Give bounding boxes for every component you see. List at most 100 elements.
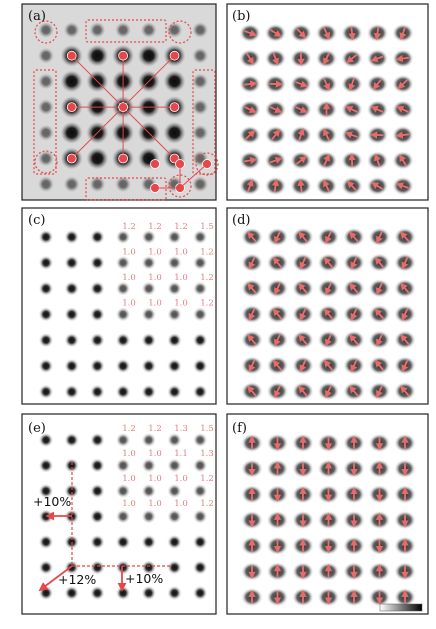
atom [192,432,208,448]
atom [63,176,80,193]
atom [115,534,131,550]
atom [64,483,80,499]
atom [192,384,208,400]
spin-arrow [271,129,281,141]
spin-arrow [323,78,330,91]
ratio-value: 1.2 [148,222,162,232]
ratio-value: 1.0 [122,273,136,283]
spin-arrow [248,308,256,321]
spin-arrow [297,128,305,141]
spin-arrow [399,154,407,167]
atom [38,47,54,64]
corner-circle [34,20,58,44]
neighbor-dot [118,50,128,61]
atom [167,534,182,550]
atom [137,44,160,67]
spin-arrow [244,29,257,37]
atom [192,73,209,90]
atom [115,585,131,601]
ratio-value: 1.0 [148,273,162,283]
spin-arrow [271,178,280,193]
atom [86,44,109,67]
ratio-value: 1.0 [122,299,136,309]
spin-arrow [299,256,307,270]
atom [38,73,54,90]
ratio-value: 1.0 [122,499,136,509]
atom [38,176,54,193]
atom [64,458,80,473]
atom [115,332,131,348]
atom [115,229,131,245]
atom [63,22,80,38]
spin-arrow [349,231,359,243]
ratio-value: 1.3 [174,424,188,434]
spin-arrow [376,282,383,296]
atom [141,560,157,575]
atom [167,483,182,499]
spin-arrow [274,282,281,296]
panel-f-atoms [241,433,416,607]
atom [89,358,105,374]
spin-arrow [346,54,358,64]
panel-e-ratio-table: 1.2 1.2 1.3 1.5 1.0 1.0 1.1 1.3 1.0 1.0 1.0 1.2 1.0 1… [122,424,214,509]
atom [38,560,54,575]
atom [192,22,209,38]
atom [89,306,105,322]
spin-arrow [345,131,358,139]
ratio-value: 1.2 [200,499,214,509]
atom [38,229,54,245]
spin-arrow [274,231,281,244]
spin-arrow [295,80,308,88]
spin-arrow [374,359,385,371]
spin-arrow [295,155,307,165]
spin-arrow [323,27,330,40]
panel-a: (a) [21,3,219,201]
spin-arrow [298,231,308,243]
spin-arrow [401,359,409,373]
corner-circle [168,174,192,198]
ratio-value: 1.3 [200,449,214,459]
spin-arrow [346,180,357,191]
spin-arrow [323,153,330,167]
corner-circle [168,20,192,44]
atom [115,560,131,575]
atom [192,534,208,550]
atom [38,534,54,550]
ratio-value: 1.0 [174,299,188,309]
panel-label-b: (b) [232,9,250,24]
atom [141,585,157,601]
atom [192,483,208,499]
atom [89,22,106,38]
spin-arrow [295,106,308,113]
spin-arrow [323,359,334,371]
annotation-diagonal: +12% [58,572,96,587]
atom [38,483,54,499]
atom [89,332,105,348]
atom [167,229,182,245]
spin-arrow [323,257,334,268]
atom [163,70,186,93]
atom [64,229,80,245]
spin-arrow [400,385,410,397]
panel-c-atoms [38,229,208,400]
ratio-value: 1.0 [122,449,136,459]
atom [115,358,131,374]
panel-e-atoms [38,432,208,601]
atom [115,22,132,38]
spin-arrow [269,29,282,37]
spin-arrow [323,52,330,66]
neighbor-dot [66,153,77,164]
spin-arrow [376,333,383,347]
spin-arrow [325,282,332,296]
atom [115,483,131,499]
atom [167,384,182,400]
atom [38,124,54,141]
atom [38,585,54,601]
ratio-value: 1.0 [122,248,136,258]
atom [192,176,209,193]
spin-arrow [245,129,256,140]
spin-arrow [349,282,359,294]
atom [89,458,105,473]
atom [167,458,182,473]
atom [64,306,80,322]
